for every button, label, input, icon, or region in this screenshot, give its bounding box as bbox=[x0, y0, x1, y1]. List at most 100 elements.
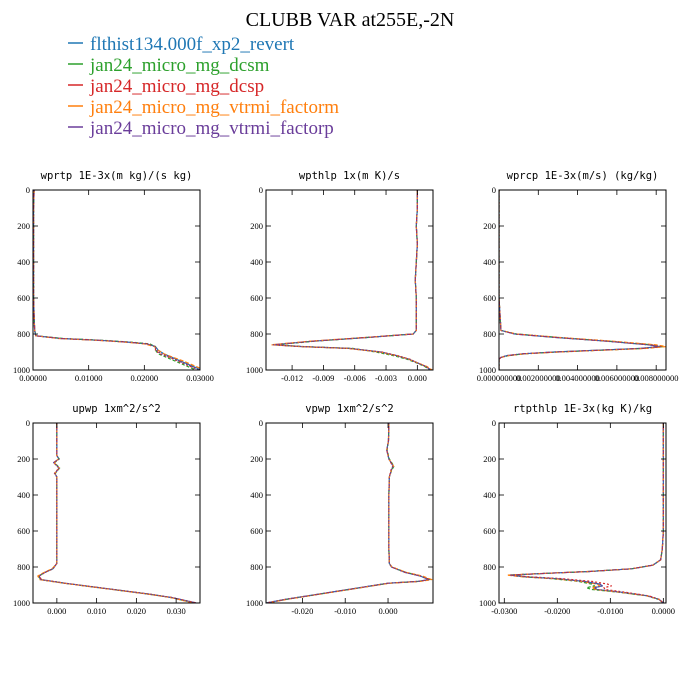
y-tick-label: 400 bbox=[17, 490, 30, 500]
y-tick-label: 200 bbox=[250, 454, 263, 464]
series-line bbox=[38, 423, 197, 603]
series-line bbox=[33, 190, 200, 370]
series-group bbox=[499, 190, 666, 370]
y-tick-label: 0 bbox=[492, 418, 496, 428]
series-line bbox=[33, 190, 200, 369]
x-tick-label: -0.009 bbox=[312, 373, 334, 383]
x-tick-label: 0.03000 bbox=[186, 373, 214, 383]
series-line bbox=[509, 423, 664, 603]
figure-title: CLUBB VAR at255E,-2N bbox=[246, 9, 455, 31]
chart-panel: wprcp 1E-3x(m/s) (kg/kg) 0.0000000000.002… bbox=[477, 170, 679, 383]
y-tick-label: 1000 bbox=[13, 598, 30, 608]
plot-frame bbox=[265, 422, 434, 604]
y-tick-label: 400 bbox=[17, 257, 30, 267]
x-tick-label: 0.020 bbox=[127, 606, 146, 616]
series-line bbox=[266, 423, 431, 603]
y-tick-label: 800 bbox=[483, 329, 496, 339]
x-tick-label: 0.004000000 bbox=[555, 373, 600, 383]
plot-frame bbox=[32, 422, 201, 604]
series-line bbox=[37, 423, 195, 603]
y-tick-label: 600 bbox=[250, 293, 263, 303]
legend-item: jan24_micro_mg_dcsp bbox=[68, 76, 264, 97]
panel-title: wprcp 1E-3x(m/s) (kg/kg) bbox=[507, 170, 659, 182]
legend-label: jan24_micro_mg_dcsp bbox=[89, 76, 264, 97]
series-line bbox=[267, 423, 433, 603]
y-tick-label: 400 bbox=[250, 257, 263, 267]
y-tick-label: 1000 bbox=[479, 598, 496, 608]
y-tick-label: 800 bbox=[483, 562, 496, 572]
y-tick-label: 600 bbox=[483, 526, 496, 536]
chart-panel: vpwp 1xm^2/s^2 -0.020 -0.010 0.000 0 200 400 60… bbox=[246, 403, 434, 616]
x-tick-label: 0.000 bbox=[47, 606, 66, 616]
x-tick-label: 0.00000 bbox=[19, 373, 47, 383]
series-line bbox=[33, 190, 200, 370]
series-group bbox=[266, 423, 433, 603]
panel-title: upwp 1xm^2/s^2 bbox=[72, 403, 161, 415]
series-line bbox=[266, 423, 430, 603]
x-tick-label: 0.002000000 bbox=[516, 373, 561, 383]
y-tick-label: 600 bbox=[483, 293, 496, 303]
x-tick-label: 0.000 bbox=[378, 606, 397, 616]
series-line bbox=[33, 190, 196, 370]
legend-item: jan24_micro_mg_vtrmi_factorm bbox=[68, 97, 339, 118]
x-tick-label: -0.0300 bbox=[491, 606, 517, 616]
chart-panels: wprtp 1E-3x(m kg)/(s kg)0.00000 0.01000 0.… bbox=[13, 170, 678, 616]
x-tick-label: 0.02000 bbox=[131, 373, 159, 383]
panel-title: wpthlp 1x(m K)/s bbox=[299, 170, 400, 182]
y-tick-label: 400 bbox=[250, 490, 263, 500]
y-tick-label: 600 bbox=[17, 293, 30, 303]
series-line bbox=[272, 190, 432, 370]
series-line bbox=[38, 423, 197, 603]
x-tick-label: 0.008000000 bbox=[634, 373, 679, 383]
legend-item: flthist134.000f_xp2_revert bbox=[68, 34, 295, 55]
x-tick-label: -0.0200 bbox=[544, 606, 570, 616]
series-group bbox=[270, 190, 433, 370]
series-line bbox=[509, 423, 664, 603]
y-tick-label: 1000 bbox=[246, 365, 263, 375]
series-line bbox=[506, 423, 664, 603]
x-tick-label: -0.003 bbox=[375, 373, 397, 383]
plot-frame bbox=[498, 422, 667, 604]
y-tick-label: 200 bbox=[483, 454, 496, 464]
series-line bbox=[33, 190, 198, 370]
series-line bbox=[266, 423, 431, 603]
y-tick-label: 800 bbox=[250, 329, 263, 339]
x-tick-label: -0.010 bbox=[334, 606, 356, 616]
y-tick-label: 400 bbox=[483, 490, 496, 500]
legend-label: jan24_micro_mg_dcsm bbox=[89, 55, 270, 76]
y-tick-label: 1000 bbox=[246, 598, 263, 608]
x-tick-label: 0.006000000 bbox=[595, 373, 640, 383]
y-tick-label: 0 bbox=[26, 185, 30, 195]
y-tick-label: 0 bbox=[492, 185, 496, 195]
y-tick-label: 0 bbox=[259, 185, 263, 195]
legend-item: jan24_micro_mg_dcsm bbox=[68, 55, 270, 76]
x-tick-label: 0.0000 bbox=[652, 606, 675, 616]
y-tick-label: 200 bbox=[250, 221, 263, 231]
panel-title: vpwp 1xm^2/s^2 bbox=[305, 403, 394, 415]
legend-label: jan24_micro_mg_vtrmi_factorp bbox=[89, 118, 334, 139]
x-tick-label: 0.01000 bbox=[75, 373, 103, 383]
plot-frame bbox=[265, 189, 434, 371]
plot-frame bbox=[32, 189, 201, 371]
legend-item: jan24_micro_mg_vtrmi_factorp bbox=[68, 118, 334, 139]
x-tick-label: -0.020 bbox=[291, 606, 313, 616]
x-tick-label: 0.010 bbox=[87, 606, 106, 616]
series-line bbox=[509, 423, 664, 603]
plot-frame bbox=[498, 189, 667, 371]
panel-title: rtpthlp 1E-3x(kg K)/kg bbox=[513, 403, 652, 415]
y-tick-label: 800 bbox=[17, 329, 30, 339]
legend: flthist134.000f_xp2_revert jan24_micro_m… bbox=[68, 34, 339, 139]
x-tick-label: 0.000000000 bbox=[477, 373, 522, 383]
chart-panel: wprtp 1E-3x(m kg)/(s kg) 0.00000 0.01000 0.… bbox=[13, 170, 214, 383]
y-tick-label: 800 bbox=[17, 562, 30, 572]
chart-panel: upwp 1xm^2/s^2 0.000 0.010 0.020 0.030 0 200 40… bbox=[13, 403, 201, 616]
series-line bbox=[37, 423, 194, 603]
series-line bbox=[499, 190, 666, 370]
series-line bbox=[38, 423, 197, 603]
chart-panel: rtpthlp 1E-3x(kg K)/kg -0.0300 -0.0200 -0.0… bbox=[479, 403, 675, 616]
x-tick-label: 0.000 bbox=[408, 373, 427, 383]
x-tick-label: -0.012 bbox=[281, 373, 303, 383]
y-tick-label: 600 bbox=[250, 526, 263, 536]
y-tick-label: 600 bbox=[17, 526, 30, 536]
